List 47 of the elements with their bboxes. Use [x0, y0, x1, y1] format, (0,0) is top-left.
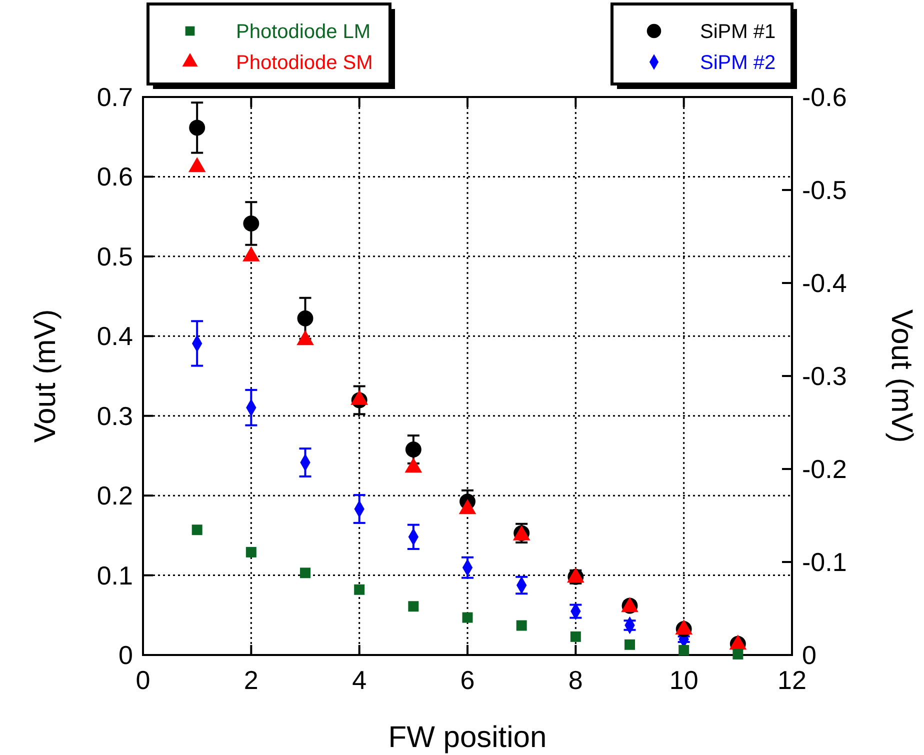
- point: [732, 648, 744, 660]
- point: [296, 330, 314, 346]
- point: [405, 442, 422, 458]
- x-tick-label: 2: [244, 665, 258, 695]
- legend-label: SiPM #1: [700, 21, 776, 43]
- x-tick-label: 8: [568, 665, 583, 695]
- point: [678, 644, 690, 656]
- y2-tick-label: -0.4: [802, 268, 847, 298]
- y2-tick-label: -0.3: [802, 361, 847, 391]
- x-tick-label: 4: [352, 665, 367, 695]
- y-tick-label: 0.7: [96, 82, 133, 112]
- point: [192, 524, 202, 536]
- y2-axis-title: Vout (mV): [885, 309, 918, 443]
- point: [188, 157, 206, 172]
- x-tick-label: 10: [669, 665, 698, 695]
- point: [297, 310, 314, 326]
- y2-tick-label: -0.2: [802, 454, 847, 484]
- y-tick-label: 0.4: [96, 321, 133, 352]
- point: [354, 584, 365, 595]
- y-tick-label: 0.5: [96, 241, 133, 272]
- y-axis-title: Vout (mV): [29, 309, 62, 443]
- y2-tick-label: -0.5: [802, 175, 847, 205]
- point: [300, 568, 310, 578]
- point: [189, 120, 206, 136]
- point: [246, 546, 256, 558]
- y-tick-label: 0.1: [96, 560, 133, 590]
- point: [404, 458, 422, 473]
- x-axis-title: FW position: [388, 721, 547, 754]
- y2-tick-label: -0.1: [802, 547, 847, 577]
- y-tick-label: 0.2: [96, 480, 133, 511]
- point: [624, 639, 635, 650]
- point: [516, 620, 527, 631]
- point: [570, 631, 581, 642]
- x-tick-label: 6: [460, 665, 475, 695]
- point: [243, 216, 260, 232]
- point: [408, 601, 419, 612]
- point: [462, 612, 473, 623]
- legend-label: Photodiode LM: [236, 21, 371, 43]
- point: [458, 499, 476, 514]
- y-tick-label: 0.6: [96, 162, 133, 192]
- point: [242, 246, 260, 262]
- legend-label: Photodiode SM: [236, 52, 373, 74]
- y-tick-label: 0.3: [96, 400, 133, 431]
- y-tick-label: 0: [118, 640, 133, 670]
- y2-tick-label: -0.6: [802, 82, 847, 112]
- legend-label: SiPM #2: [700, 52, 776, 74]
- point: [350, 390, 368, 405]
